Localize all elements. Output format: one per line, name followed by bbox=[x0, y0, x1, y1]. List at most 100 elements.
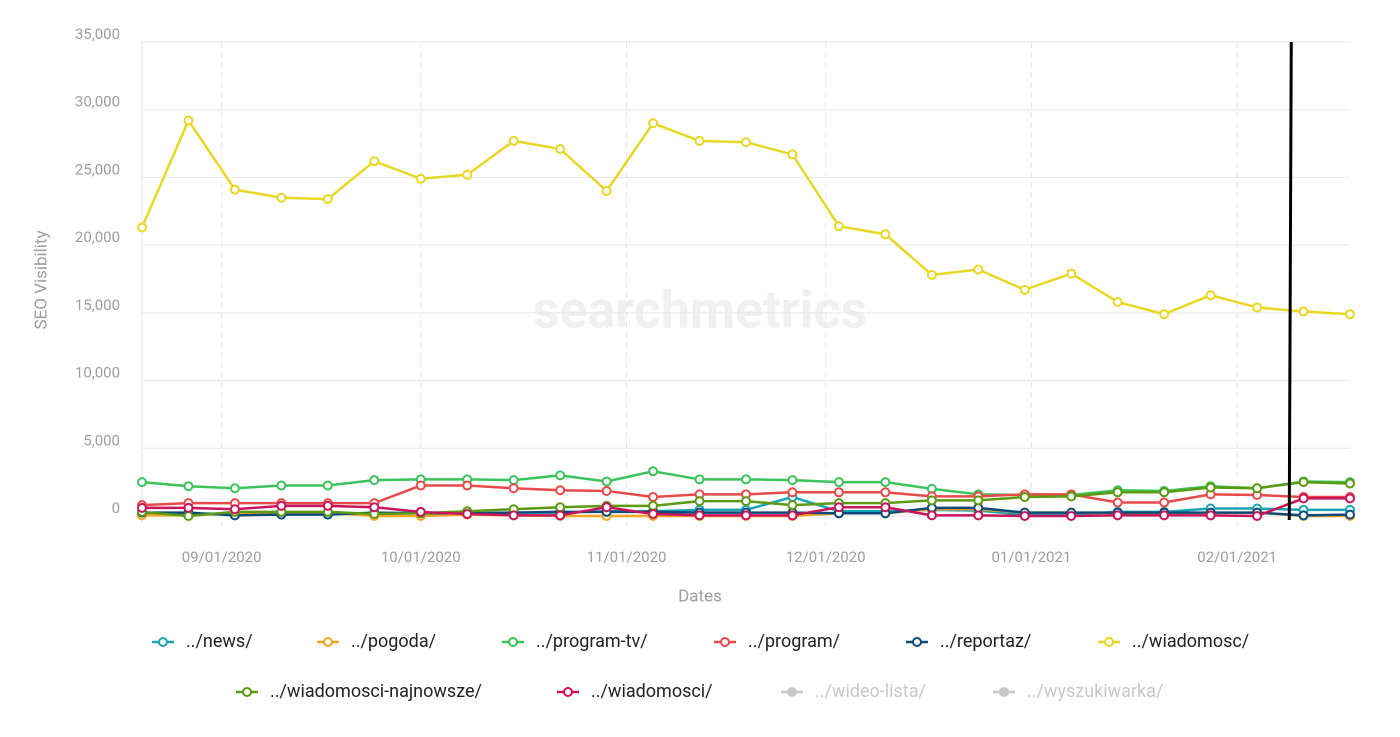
legend: ../news/ ../pogoda/ ../program-tv/ ../progr… bbox=[152, 631, 1249, 702]
data-point bbox=[1112, 487, 1123, 498]
data-point bbox=[648, 492, 659, 503]
data-point bbox=[601, 476, 612, 487]
data-point bbox=[787, 487, 798, 498]
data-point bbox=[508, 483, 519, 494]
marker-line bbox=[1287, 41, 1293, 521]
data-point bbox=[183, 502, 194, 513]
legend-swatch bbox=[787, 687, 797, 697]
data-point bbox=[787, 149, 798, 160]
data-point bbox=[1345, 493, 1355, 504]
data-point bbox=[787, 510, 798, 521]
y-tick-label: 5,000 bbox=[83, 431, 120, 449]
data-point bbox=[1205, 482, 1216, 493]
x-axis-label: Dates bbox=[678, 586, 722, 606]
data-point bbox=[880, 229, 891, 240]
data-point bbox=[555, 510, 566, 521]
data-point bbox=[741, 137, 751, 148]
data-point bbox=[973, 264, 984, 275]
y-tick-label: 10,000 bbox=[75, 364, 120, 382]
data-point bbox=[648, 118, 659, 129]
watermark: searchmetrics bbox=[533, 280, 868, 341]
data-point bbox=[741, 496, 751, 507]
data-point bbox=[183, 481, 194, 492]
data-point bbox=[1159, 309, 1170, 320]
data-point bbox=[648, 508, 659, 519]
y-tick-label: 25,000 bbox=[75, 160, 120, 178]
legend-label[interactable]: ../news/ bbox=[186, 631, 253, 652]
y-tick-label: 15,000 bbox=[75, 296, 120, 314]
data-point bbox=[183, 115, 194, 126]
legend-label[interactable]: ../wiadomosc/ bbox=[1132, 631, 1249, 652]
data-point bbox=[1298, 493, 1309, 504]
legend-label[interactable]: ../wideo-lista/ bbox=[815, 681, 926, 702]
data-point bbox=[601, 502, 612, 513]
y-tick-label: 0 bbox=[112, 499, 120, 517]
data-point bbox=[1066, 491, 1077, 502]
legend-label[interactable]: ../pogoda/ bbox=[351, 631, 436, 652]
y-tick-label: 30,000 bbox=[75, 93, 120, 111]
data-point bbox=[462, 169, 473, 180]
data-point bbox=[1019, 492, 1030, 503]
legend-label[interactable]: ../reportaz/ bbox=[940, 631, 1031, 652]
legend-label[interactable]: ../program/ bbox=[748, 631, 840, 652]
data-point bbox=[880, 487, 891, 498]
data-point bbox=[229, 184, 240, 195]
data-point bbox=[137, 502, 147, 513]
data-point bbox=[508, 510, 519, 521]
data-point bbox=[833, 477, 844, 488]
legend-label[interactable]: ../wyszukiwarka/ bbox=[1027, 681, 1163, 702]
legend-label[interactable]: ../wiadomosci-najnowsze/ bbox=[270, 681, 482, 702]
legend-swatch bbox=[508, 637, 518, 647]
data-point bbox=[415, 480, 426, 491]
data-point bbox=[973, 495, 984, 506]
data-point bbox=[601, 185, 612, 196]
legend-swatch bbox=[242, 687, 252, 697]
data-point bbox=[833, 221, 844, 232]
data-point bbox=[369, 475, 380, 486]
data-point bbox=[555, 502, 566, 513]
data-point bbox=[276, 192, 287, 203]
legend-label[interactable]: ../wiadomosci/ bbox=[591, 681, 713, 702]
data-point bbox=[926, 510, 937, 521]
data-point bbox=[1298, 477, 1309, 488]
data-point bbox=[555, 485, 566, 496]
data-point bbox=[787, 475, 798, 486]
data-point bbox=[741, 510, 751, 521]
legend-swatch bbox=[158, 637, 168, 647]
data-point bbox=[1252, 483, 1263, 494]
x-tick-label: 11/01/2020 bbox=[587, 548, 667, 566]
data-point bbox=[183, 511, 194, 521]
data-point bbox=[555, 143, 566, 154]
data-point bbox=[1345, 309, 1355, 320]
data-point bbox=[926, 495, 937, 506]
data-point bbox=[322, 500, 333, 511]
legend-swatch bbox=[720, 637, 730, 647]
data-point bbox=[880, 502, 891, 513]
data-point bbox=[694, 510, 705, 521]
legend-label[interactable]: ../program-tv/ bbox=[536, 631, 648, 652]
data-point bbox=[1112, 497, 1123, 508]
data-point bbox=[1066, 511, 1077, 521]
data-point bbox=[1019, 284, 1030, 295]
data-point bbox=[555, 470, 566, 481]
data-point bbox=[508, 475, 519, 486]
data-point bbox=[694, 474, 705, 485]
data-point bbox=[276, 500, 287, 511]
data-point bbox=[415, 506, 426, 517]
data-point bbox=[1298, 510, 1309, 521]
x-tick-label: 09/01/2020 bbox=[182, 548, 262, 566]
x-tick-label: 10/01/2020 bbox=[381, 548, 461, 566]
data-point bbox=[137, 477, 147, 488]
y-tick-label: 35,000 bbox=[75, 25, 120, 43]
legend-swatch bbox=[563, 687, 573, 697]
data-point bbox=[1345, 478, 1355, 489]
data-point bbox=[137, 222, 147, 233]
data-point bbox=[369, 156, 380, 167]
data-point bbox=[648, 466, 659, 477]
data-point bbox=[741, 474, 751, 485]
data-point bbox=[462, 508, 473, 519]
data-point bbox=[1112, 510, 1123, 521]
legend-swatch bbox=[1104, 637, 1114, 647]
data-point bbox=[1066, 268, 1077, 279]
